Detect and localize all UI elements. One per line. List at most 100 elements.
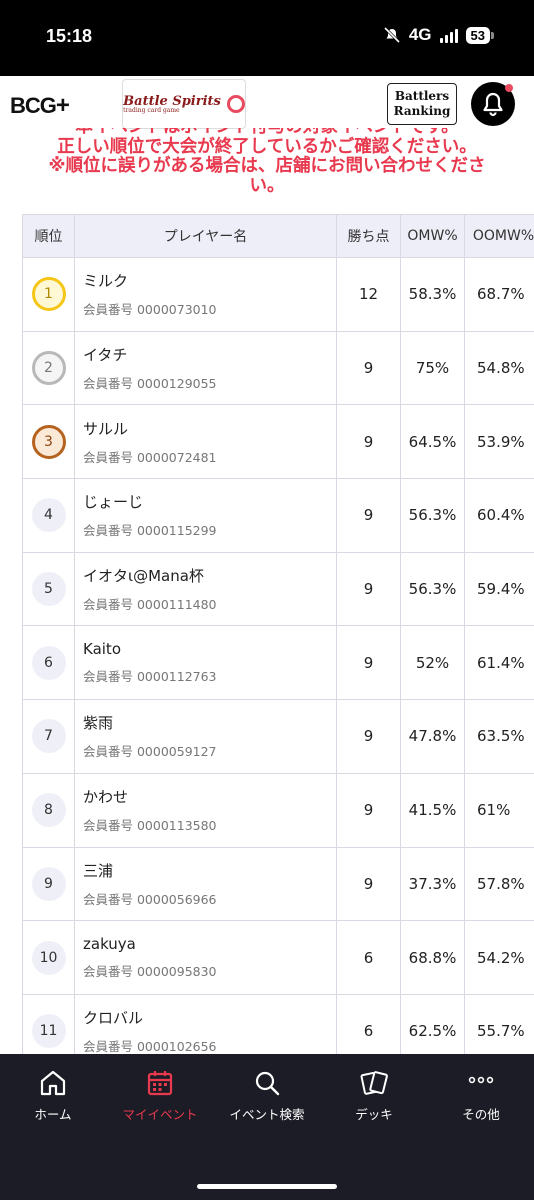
bcg-logo[interactable]: BCG+	[10, 92, 70, 120]
table-row[interactable]: 1 ミルク 会員番号 0000073010 12 58.3% 68.7%	[22, 257, 534, 332]
signal-icon	[439, 27, 458, 43]
nav-other-label: その他	[462, 1107, 500, 1122]
table-row[interactable]: 5 イオタι@Mana杯 会員番号 0000111480 9 56.3% 59.4%	[22, 551, 534, 627]
player-name: ミルク	[83, 272, 129, 291]
status-bar: 15:18 4G 53	[0, 0, 534, 76]
player-cell: イタチ 会員番号 0000129055	[74, 330, 337, 406]
table-row[interactable]: 9 三浦 会員番号 0000056966 9 37.3% 57.8%	[22, 846, 534, 922]
oomw-cell: 54.2%	[464, 920, 534, 995]
oomw-cell: 53.9%	[464, 404, 534, 480]
member-number: 会員番号 0000073010	[83, 302, 217, 318]
oomw-cell: 61%	[464, 772, 534, 848]
points-cell: 9	[336, 478, 401, 553]
notice-line-4: い。	[249, 175, 285, 196]
status-right: 4G 53	[383, 25, 495, 45]
nav-deck[interactable]: デッキ	[321, 1066, 427, 1123]
rank-cell: 1	[22, 257, 75, 332]
player-cell: 三浦会員番号 0000056966	[74, 846, 337, 922]
member-number: 会員番号 0000072481	[83, 449, 217, 465]
player-cell: Kaito 会員番号 0000112763	[74, 625, 337, 701]
more-icon	[468, 1076, 494, 1084]
player-name: 三浦	[83, 861, 114, 880]
notification-button[interactable]	[471, 82, 515, 126]
player-cell: 紫雨 会員番号 0000059127	[74, 699, 337, 774]
oomw-cell: 55.7%	[464, 993, 534, 1054]
table-row[interactable]: 11 クロバル 会員番号 0000102656 6 62.5% 55.7%	[22, 993, 534, 1054]
oomw-cell: 59.4%	[464, 551, 534, 627]
rank-badge: 5	[31, 572, 66, 607]
app-header: BCG+ Battle Spirits trading card game Ba…	[0, 76, 534, 132]
rank-cell: 9	[22, 846, 75, 922]
table-row[interactable]: 4 じょーじ 会員番号 0000115299 9 56.3% 60.4%	[22, 478, 534, 553]
table-row[interactable]: 8 かわせ 会員番号 0000113580 9 41.5% 61%	[22, 772, 534, 848]
member-number: 会員番号 0000112763	[83, 669, 217, 685]
home-icon	[40, 1070, 66, 1096]
event-notice: 本イベントはポイント付与の対象イベントです。 正しい順位で大会が終了しているかご…	[0, 128, 534, 212]
omw-cell: 41.5%	[400, 772, 465, 848]
player-cell: イオタι@Mana杯 会員番号 0000111480	[74, 551, 337, 627]
rank-cell: 8	[22, 772, 75, 848]
ranking-table-container[interactable]: 順位 プレイヤー名 勝ち点 OMW% OOMW% 1 ミルク 会員番号 000007…	[22, 214, 534, 1054]
battlers-ranking-logo[interactable]: Battlers Ranking	[387, 83, 457, 125]
rank-cell: 10	[22, 920, 75, 995]
table-row[interactable]: 10 zakuya 会員番号 0000095830 6 68.8% 54.2%	[22, 920, 534, 995]
rank-badge: 4	[31, 498, 66, 533]
player-cell: ミルク会員番号 0000073010	[74, 257, 337, 332]
player-cell: サルル 会員番号 0000072481	[74, 404, 337, 480]
rank-badge: 3	[31, 424, 66, 459]
table-row[interactable]: 3 サルル 会員番号 0000072481 9 64.5% 53.9%	[22, 404, 534, 480]
oomw-cell: 54.8%	[464, 330, 534, 406]
member-number: 会員番号 0000115299	[83, 523, 217, 539]
player-cell: クロバル 会員番号 0000102656	[74, 993, 337, 1054]
rank-badge: 1	[31, 277, 66, 312]
omw-cell: 58.3%	[400, 257, 465, 332]
refresh-ring-icon	[226, 95, 245, 113]
points-cell: 6	[336, 993, 401, 1054]
bell-icon	[483, 92, 503, 117]
rank-cell: 11	[22, 993, 75, 1054]
player-cell: zakuya 会員番号 0000095830	[74, 920, 337, 995]
nav-my-events[interactable]: マイイベント	[107, 1066, 213, 1123]
member-number: 会員番号 0000056966	[83, 891, 217, 907]
home-indicator[interactable]	[197, 1184, 337, 1189]
bottom-nav: ホーム マイイベント イベント検索	[0, 1054, 534, 1200]
table-row[interactable]: 7 紫雨 会員番号 0000059127 9 47.8% 63.5%	[22, 699, 534, 774]
table-row[interactable]: 6 Kaito 会員番号 0000112763 9 52% 61.4%	[22, 625, 534, 701]
battle-spirits-logo-sub: trading card game	[123, 106, 180, 114]
bcg-logo-plus: +	[55, 92, 70, 119]
nav-home-label: ホーム	[34, 1107, 72, 1122]
battle-spirits-logo[interactable]: Battle Spirits trading card game	[122, 79, 246, 129]
nav-event-search[interactable]: イベント検索	[214, 1066, 320, 1123]
notice-line-3: ※順位に誤りがある場合は、店舗にお問い合わせくださ	[48, 156, 486, 176]
header-rank: 順位	[22, 214, 75, 258]
nav-my-events-label: マイイベント	[122, 1107, 198, 1122]
battlers-ranking-line1: Battlers	[394, 89, 450, 103]
status-time: 15:18	[46, 26, 93, 46]
omw-cell: 52%	[400, 625, 465, 701]
points-cell: 9	[336, 699, 401, 774]
header-player: プレイヤー名	[74, 214, 337, 258]
notice-line-1: 本イベントはポイント付与の対象イベントです。	[0, 128, 534, 138]
nav-home[interactable]: ホーム	[0, 1066, 106, 1123]
omw-cell: 68.8%	[400, 920, 465, 995]
oomw-cell: 60.4%	[464, 478, 534, 553]
rank-cell: 2	[22, 330, 75, 406]
omw-cell: 37.3%	[400, 846, 465, 922]
oomw-cell: 68.7%	[464, 257, 534, 332]
points-cell: 9	[336, 404, 401, 480]
points-cell: 9	[336, 772, 401, 848]
rank-cell: 7	[22, 699, 75, 774]
rank-cell: 4	[22, 478, 75, 553]
member-number: 会員番号 0000059127	[83, 744, 217, 760]
omw-cell: 64.5%	[400, 404, 465, 480]
points-cell: 6	[336, 920, 401, 995]
nav-other[interactable]: その他	[428, 1066, 534, 1123]
points-cell: 9	[336, 846, 401, 922]
nav-deck-label: デッキ	[355, 1107, 393, 1122]
rank-badge: 6	[31, 645, 66, 680]
table-row[interactable]: 2 イタチ 会員番号 0000129055 9 75% 54.8%	[22, 330, 534, 406]
notification-badge	[505, 84, 513, 92]
member-number: 会員番号 0000111480	[83, 597, 217, 613]
member-number: 会員番号 0000113580	[83, 818, 217, 834]
points-cell: 9	[336, 330, 401, 406]
